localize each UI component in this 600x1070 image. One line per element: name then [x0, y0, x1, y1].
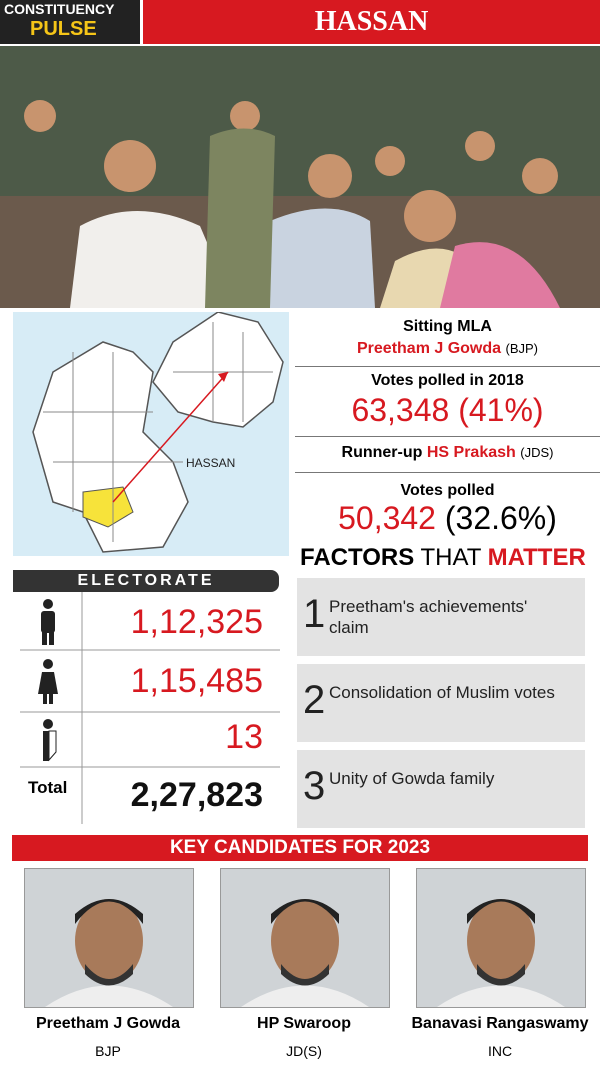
factor-box: 1 Preetham's achievements' claim: [297, 578, 585, 656]
runner-label: Runner-up: [341, 444, 423, 461]
factor-text: Unity of Gowda family: [329, 769, 495, 788]
sitting-party: (BJP): [505, 341, 539, 356]
sitting-label: Sitting MLA: [403, 318, 492, 335]
candidate-photo: [416, 868, 586, 1008]
votes-2018-label: Votes polled in 2018: [371, 372, 524, 389]
total-count: 2,27,823: [130, 776, 263, 814]
factors-title-a: FACTORS: [300, 544, 415, 571]
total-label: Total: [28, 778, 68, 797]
factor-number: 2: [303, 678, 326, 722]
pulse: PULSE: [30, 18, 97, 40]
map: [13, 312, 289, 556]
electorate-title: ELECTORATE: [13, 570, 279, 592]
female-count: 1,15,485: [130, 662, 263, 700]
factors-title-c: MATTER: [487, 544, 586, 571]
sitting-line: Preetham J Gowda (BJP): [295, 340, 600, 358]
candidate-party: BJP: [95, 1043, 121, 1059]
crowd-photo: [0, 46, 600, 308]
map-label: HASSAN: [186, 456, 236, 470]
factor-box: 2 Consolidation of Muslim votes: [297, 664, 585, 742]
candidate-name: HP Swaroop: [257, 1015, 351, 1032]
candidates-title: KEY CANDIDATES FOR 2023: [12, 835, 588, 861]
runner-votes-label: Votes polled: [400, 482, 495, 499]
candidate-name: Banavasi Rangaswamy: [411, 1015, 589, 1032]
votes-2018-pct: (41%): [458, 392, 544, 428]
header-badge: CONSTITUENCY PULSE: [0, 0, 140, 44]
portrait: [45, 899, 173, 1007]
candidate-photo: [220, 868, 390, 1008]
candidate-party: JD(S): [286, 1043, 322, 1059]
sitting-name: Preetham J Gowda: [357, 340, 502, 357]
factor-text: Preetham's achievements' claim: [329, 597, 528, 637]
factor-box: 3 Unity of Gowda family: [297, 750, 585, 828]
runner-votes: 50,342: [338, 500, 436, 536]
runner-party: (JDS): [520, 445, 554, 460]
runner-votes-line: 50,342 (32.6%): [295, 500, 600, 537]
runner-votes-pct: (32.6%): [444, 500, 557, 536]
votes-2018-line: 63,348 (41%): [295, 392, 600, 429]
factor-text: Consolidation of Muslim votes: [329, 683, 555, 702]
candidate-party: INC: [487, 1043, 513, 1059]
factor-number: 1: [303, 592, 326, 636]
runner-name: HS Prakash: [426, 444, 516, 461]
candidate-photo: [24, 868, 194, 1008]
factor-number: 3: [303, 764, 326, 808]
factors-title-b: THAT: [420, 544, 481, 571]
kicker: CONSTITUENCY: [4, 1, 115, 17]
votes-2018: 63,348: [351, 392, 450, 428]
runner-line: Runner-up HS Prakash (JDS): [295, 444, 600, 462]
other-count: 13: [225, 718, 263, 756]
male-count: 1,12,325: [130, 603, 263, 641]
candidate-name: Preetham J Gowda: [35, 1015, 181, 1032]
title: HASSAN: [143, 0, 600, 44]
portrait: [437, 899, 565, 1007]
portrait: [241, 899, 369, 1007]
factors-title: FACTORS THAT MATTER: [300, 544, 586, 572]
electorate-grid: [20, 592, 280, 824]
